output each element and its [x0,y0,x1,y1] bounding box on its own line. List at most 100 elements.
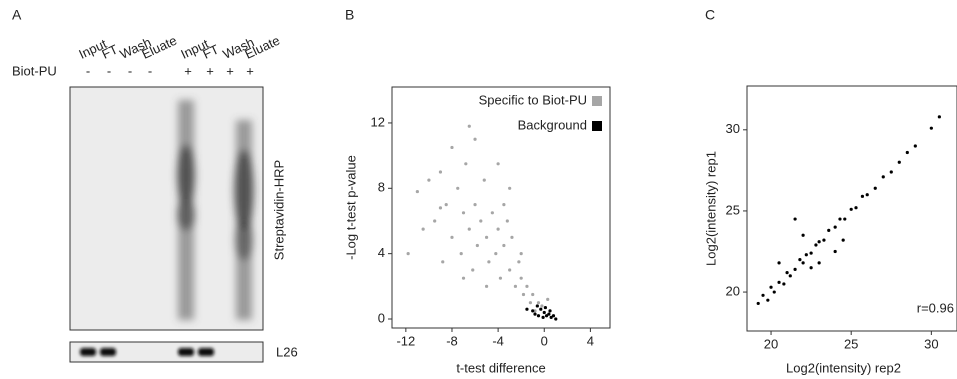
point [456,187,459,190]
legend-swatch [592,121,602,131]
point [508,187,511,190]
point [802,261,805,264]
point [525,308,528,311]
lane-sign: + [226,63,234,78]
y-tick-label: 12 [371,114,385,129]
point [542,316,545,319]
figure: A Biot-PU Streptavidin-HRP L26 Input-FT-… [0,0,957,379]
point [838,217,841,220]
point [485,236,488,239]
point [769,286,772,289]
point [866,193,869,196]
point [777,261,780,264]
point [529,301,532,304]
x-tick-label: 30 [924,336,938,351]
point [537,314,540,317]
point [450,236,453,239]
point [798,258,801,261]
point [476,244,479,247]
point [547,313,550,316]
point [497,162,500,165]
point [441,260,444,263]
row-label: Biot-PU [12,63,57,78]
point [552,314,555,317]
point [460,252,463,255]
legend-swatch [592,96,602,106]
y-tick-label: 30 [726,121,740,136]
point [802,234,805,237]
lane-sign: + [206,63,214,78]
panel-label: B [345,7,354,23]
point [843,217,846,220]
point [462,211,465,214]
point [497,228,500,231]
point [782,282,785,285]
point [773,290,776,293]
point [499,277,502,280]
point [898,161,901,164]
loading-blot [70,342,263,362]
panel-label: C [705,7,715,23]
point [531,309,534,312]
lane-sign: - [128,63,132,78]
point [793,217,796,220]
x-tick-label: -4 [492,333,504,348]
y-axis-label: Log2(intensity) rep1 [703,151,718,266]
point [433,219,436,222]
point [483,179,486,182]
y-axis-label: -Log t-test p-value [343,155,358,260]
point [525,285,528,288]
lane-sign: + [184,63,192,78]
point [906,151,909,154]
y-tick-label: 20 [726,283,740,298]
point [502,203,505,206]
point [818,240,821,243]
point [793,268,796,271]
legend-label: Specific to Biot-PU [479,92,587,107]
point [450,146,453,149]
point [422,228,425,231]
point [789,274,792,277]
y-tick-label: 25 [726,202,740,217]
point [508,268,511,271]
point [854,206,857,209]
point [462,277,465,280]
point [834,226,837,229]
point [485,285,488,288]
point [491,211,494,214]
lane-sign: - [107,63,111,78]
point [517,260,520,263]
point [938,115,941,118]
point [533,313,536,316]
point [822,239,825,242]
point [543,311,546,314]
point [548,309,551,312]
point [554,317,557,320]
point [531,293,534,296]
y-tick-label: 4 [378,245,385,260]
point [506,219,509,222]
point [514,285,517,288]
point [818,261,821,264]
point [850,208,853,211]
annotation: r=0.96 [917,300,954,315]
x-tick-label: 0 [541,333,548,348]
lane-sign: - [86,63,90,78]
point [494,252,497,255]
point [914,144,917,147]
x-tick-label: 4 [587,333,594,348]
blot-label: Streptavidin-HRP [271,160,286,260]
lane-sign: - [148,63,152,78]
point [536,304,539,307]
point [539,308,542,311]
point [439,170,442,173]
point [777,281,780,284]
point [546,298,549,301]
x-axis-label: Log2(intensity) rep2 [786,360,901,375]
point [439,206,442,209]
point [522,293,525,296]
lane-sign: + [246,63,254,78]
x-tick-label: 25 [844,336,858,351]
point [479,219,482,222]
point [785,271,788,274]
